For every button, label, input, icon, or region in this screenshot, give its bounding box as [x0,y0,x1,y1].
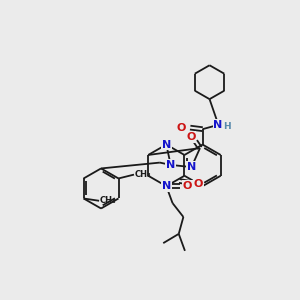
Text: CH₃: CH₃ [100,196,116,205]
Text: O: O [186,132,195,142]
Text: O: O [183,181,192,191]
Text: O: O [177,123,186,133]
Text: O: O [194,179,203,189]
Text: N: N [214,120,223,130]
Text: N: N [166,160,175,170]
Text: N: N [162,181,171,191]
Text: N: N [162,140,171,150]
Text: CH₃: CH₃ [135,170,152,179]
Text: H: H [224,122,231,131]
Text: N: N [187,162,196,172]
